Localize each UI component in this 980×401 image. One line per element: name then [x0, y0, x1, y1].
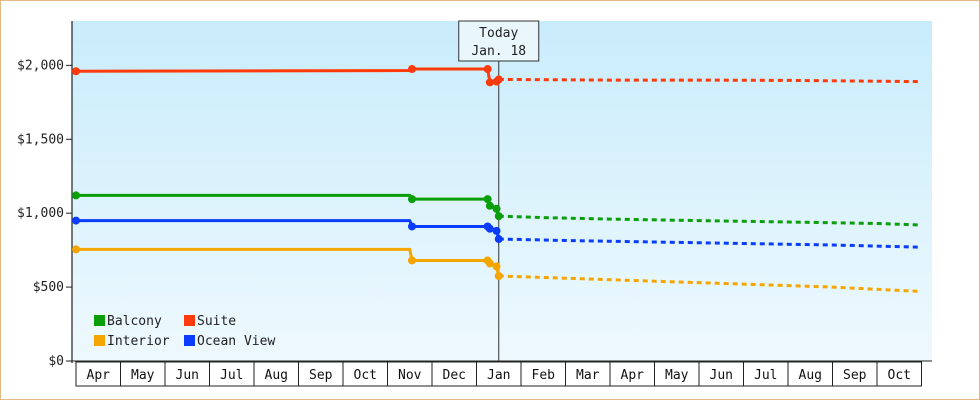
legend-label-suite: Suite [197, 314, 236, 329]
month-label: May [131, 368, 155, 383]
series-suite-point [407, 65, 416, 74]
series-interior-point [485, 259, 494, 268]
month-row [75, 361, 922, 387]
series-interior-point [72, 245, 80, 254]
series-interior-point [494, 272, 503, 280]
y-tick-label: $1,500 [17, 132, 64, 147]
series-interior-point [492, 262, 501, 271]
series-lines [72, 65, 922, 293]
month-label: Jan [487, 368, 510, 383]
month-label: Sep [309, 368, 333, 383]
legend-swatch-balcony [94, 315, 105, 326]
legend-swatch-suite [184, 315, 195, 326]
series-balcony-point [494, 212, 503, 221]
series-ocean-view-point [494, 235, 503, 244]
month-label: Jun [176, 368, 199, 383]
month-label: Mar [576, 368, 600, 383]
y-axis: $0 $500 $1,000 $1,500 $2,000 [17, 21, 73, 369]
today-marker: Today Jan. 18 [458, 20, 540, 361]
month-label: Jun [710, 368, 733, 383]
legend: Balcony Suite Interior Ocean View [94, 314, 275, 349]
x-axis: Apr May Jun Jul Aug Sep Oct Nov Dec Jan Feb Mar Apr M… [72, 360, 932, 387]
legend-label-interior: Interior [107, 334, 170, 349]
today-label: Today [479, 26, 518, 41]
series-balcony-point [485, 201, 494, 210]
month-label: Apr [87, 368, 111, 383]
month-label: Jul [754, 368, 777, 383]
series-balcony-point [483, 195, 492, 204]
series-ocean-view-projection-line [498, 237, 922, 249]
month-label: Jul [220, 368, 243, 383]
month-label: Apr [621, 368, 645, 383]
y-tick-label: $2,000 [17, 58, 64, 73]
legend-label-ocean-view: Ocean View [197, 334, 275, 349]
series-suite-point [483, 65, 492, 74]
today-date: Jan. 18 [471, 44, 526, 59]
series-balcony-point [407, 195, 416, 204]
series-ocean-view-point [72, 216, 80, 225]
series-balcony-projection-line [498, 214, 922, 227]
today-box [458, 20, 540, 62]
legend-swatch-ocean-view [184, 335, 195, 346]
month-label: Oct [354, 368, 377, 383]
month-label: Dec [443, 368, 466, 383]
series-ocean-view-point [485, 224, 494, 233]
month-label: May [665, 368, 689, 383]
series-ocean-view-point [407, 222, 416, 231]
month-label: Nov [398, 368, 422, 383]
series-balcony-point [72, 191, 80, 200]
y-tick-label: $500 [33, 280, 64, 295]
y-tick-label: $0 [48, 354, 64, 369]
y-tick-label: $1,000 [17, 206, 64, 221]
legend-label-balcony: Balcony [107, 314, 162, 329]
month-label: Aug [799, 368, 822, 383]
series-suite-projection-line [498, 77, 922, 84]
legend-swatch-interior [94, 335, 105, 346]
month-label: Sep [843, 368, 867, 383]
series-interior-point [407, 256, 416, 265]
month-label: Feb [532, 368, 556, 383]
month-label: Oct [888, 368, 911, 383]
series-interior-projection-line [498, 274, 922, 293]
series-ocean-view-point [492, 226, 501, 235]
series-balcony-point [492, 204, 501, 213]
month-label: Aug [265, 368, 288, 383]
series-suite-point [494, 75, 503, 84]
series-suite-point [72, 67, 80, 76]
series-suite-point [485, 78, 494, 87]
